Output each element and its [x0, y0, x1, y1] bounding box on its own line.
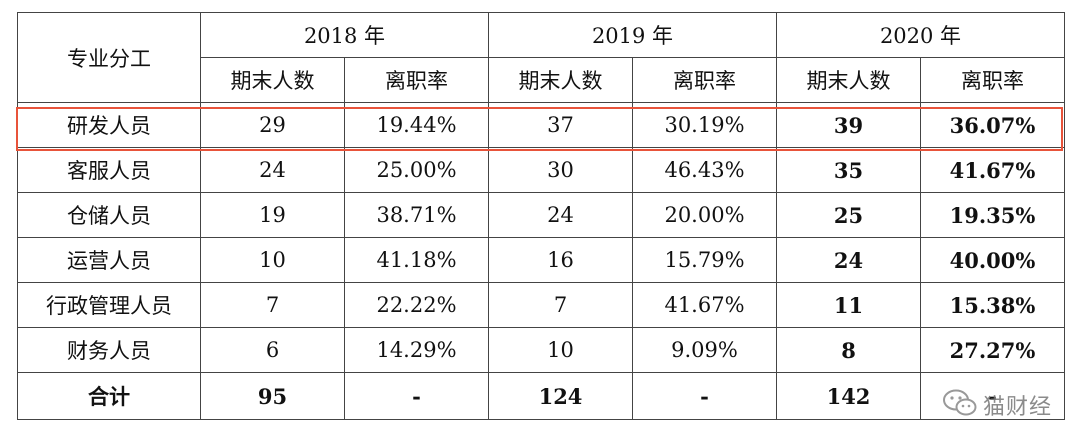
total-headcount-2018: 95	[200, 372, 345, 420]
watermark: 猫财经	[942, 389, 1052, 421]
headcount-2019-cell: 16	[488, 237, 633, 283]
total-row: 合计 95 - 124 - 142 -	[17, 372, 1065, 420]
turnover-2018-cell: 19.44%	[344, 102, 489, 148]
headcount-2019-cell: 37	[488, 102, 633, 148]
turnover-2020-cell: 19.35%	[920, 192, 1065, 238]
dept-cell: 研发人员	[17, 102, 201, 148]
headcount-2020-cell: 25	[776, 192, 921, 238]
headcount-2019-cell: 24	[488, 192, 633, 238]
dept-cell: 行政管理人员	[17, 282, 201, 328]
header-row-years: 专业分工 2018 年 2019 年 2020 年	[17, 12, 1065, 103]
total-label: 合计	[17, 372, 201, 420]
headcount-2020-cell: 35	[776, 147, 921, 193]
turnover-2018-cell: 22.22%	[344, 282, 489, 328]
total-headcount-2020: 142	[776, 372, 921, 420]
turnover-2020-cell: 40.00%	[920, 237, 1065, 283]
turnover-2018-cell: 14.29%	[344, 327, 489, 373]
dept-cell: 运营人员	[17, 237, 201, 283]
turnover-2020-cell: 15.38%	[920, 282, 1065, 328]
year-header-2019: 2019 年	[488, 12, 777, 58]
headcount-2019-cell: 30	[488, 147, 633, 193]
headcount-2020-cell: 11	[776, 282, 921, 328]
turnover-2019-cell: 9.09%	[632, 327, 777, 373]
headcount-2018-cell: 29	[200, 102, 345, 148]
sub-header-headcount-2018: 期末人数	[200, 57, 345, 103]
sub-header-turnover-2019: 离职率	[632, 57, 777, 103]
table-row: 行政管理人员 7 22.22% 7 41.67% 11 15.38%	[17, 282, 1065, 328]
turnover-2018-cell: 41.18%	[344, 237, 489, 283]
turnover-2018-cell: 25.00%	[344, 147, 489, 193]
total-turnover-2019: -	[632, 372, 777, 420]
table-row: 仓储人员 19 38.71% 24 20.00% 25 19.35%	[17, 192, 1065, 238]
year-header-2020: 2020 年	[776, 12, 1065, 58]
table-row: 运营人员 10 41.18% 16 15.79% 24 40.00%	[17, 237, 1065, 283]
sub-header-headcount-2020: 期末人数	[776, 57, 921, 103]
total-headcount-2019: 124	[488, 372, 633, 420]
turnover-2019-cell: 30.19%	[632, 102, 777, 148]
table-row: 财务人员 6 14.29% 10 9.09% 8 27.27%	[17, 327, 1065, 373]
staff-turnover-table: 专业分工 2018 年 2019 年 2020 年 期末人数 离职率 期末人数 …	[17, 12, 1065, 420]
wechat-icon	[942, 389, 977, 421]
watermark-text: 猫财经	[982, 395, 1052, 420]
headcount-2019-cell: 10	[488, 327, 633, 373]
table-row: 研发人员 29 19.44% 37 30.19% 39 36.07%	[17, 102, 1065, 148]
headcount-2018-cell: 6	[200, 327, 345, 373]
dept-cell: 财务人员	[17, 327, 201, 373]
headcount-2018-cell: 10	[200, 237, 345, 283]
headcount-2020-cell: 8	[776, 327, 921, 373]
year-header-2018: 2018 年	[200, 12, 489, 58]
dept-cell: 仓储人员	[17, 192, 201, 238]
dept-cell: 客服人员	[17, 147, 201, 193]
headcount-2020-cell: 24	[776, 237, 921, 283]
turnover-2018-cell: 38.71%	[344, 192, 489, 238]
total-turnover-2018: -	[344, 372, 489, 420]
headcount-2019-cell: 7	[488, 282, 633, 328]
headcount-2018-cell: 19	[200, 192, 345, 238]
turnover-2019-cell: 46.43%	[632, 147, 777, 193]
turnover-2019-cell: 20.00%	[632, 192, 777, 238]
turnover-2019-cell: 41.67%	[632, 282, 777, 328]
turnover-2020-cell: 41.67%	[920, 147, 1065, 193]
headcount-2018-cell: 24	[200, 147, 345, 193]
sub-header-headcount-2019: 期末人数	[488, 57, 633, 103]
sub-header-turnover-2018: 离职率	[344, 57, 489, 103]
sub-header-turnover-2020: 离职率	[920, 57, 1065, 103]
turnover-2020-cell: 36.07%	[920, 102, 1065, 148]
headcount-2020-cell: 39	[776, 102, 921, 148]
dept-header: 专业分工	[17, 12, 201, 103]
turnover-2020-cell: 27.27%	[920, 327, 1065, 373]
headcount-2018-cell: 7	[200, 282, 345, 328]
turnover-2019-cell: 15.79%	[632, 237, 777, 283]
table-row: 客服人员 24 25.00% 30 46.43% 35 41.67%	[17, 147, 1065, 193]
